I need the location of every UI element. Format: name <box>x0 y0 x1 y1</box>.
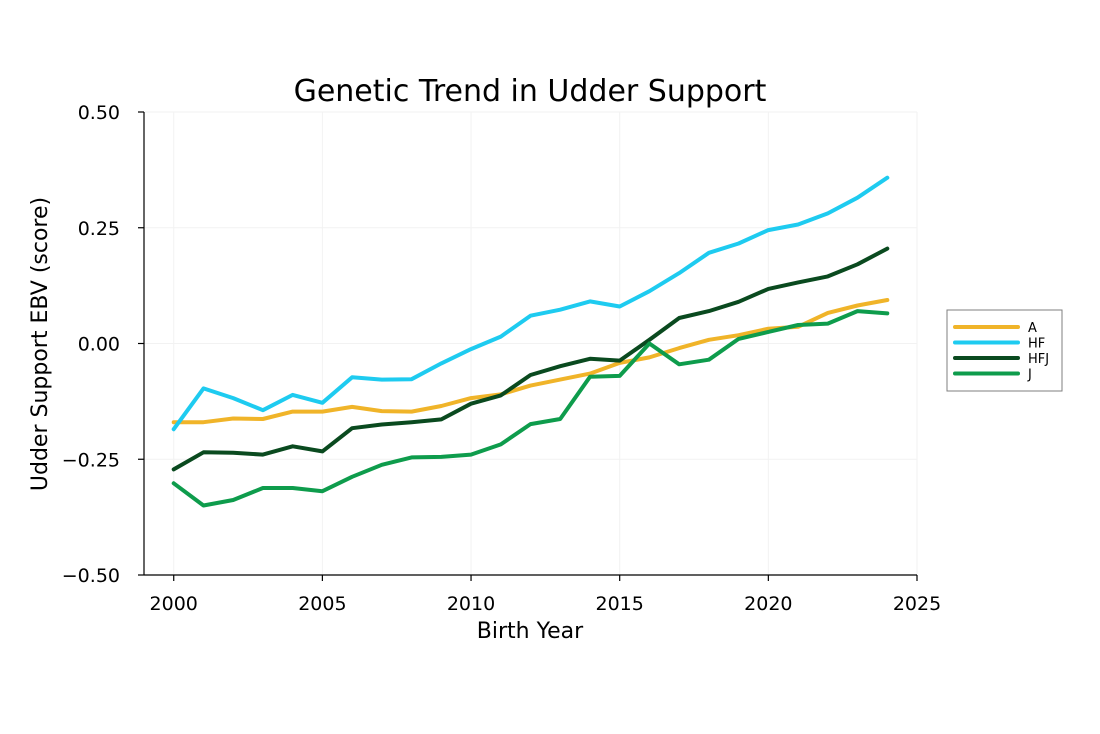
y-tick-label: 0.00 <box>78 334 120 356</box>
legend-box <box>946 309 1063 392</box>
x-axis-ticks: 2000 2005 2010 2015 2020 2025 <box>150 575 941 615</box>
y-tick-label: 0.50 <box>78 102 120 124</box>
y-tick-label: −0.50 <box>62 565 120 587</box>
x-tick-label: 2025 <box>893 593 941 615</box>
x-tick-label: 2005 <box>298 593 346 615</box>
legend-label-hfj: HFJ <box>1028 352 1049 367</box>
y-axis-ticks: −0.50 −0.25 0.00 0.25 0.50 <box>62 102 144 587</box>
grid <box>144 111 918 576</box>
y-axis-label: Udder Support EBV (score) <box>28 197 53 491</box>
series-lines <box>171 175 890 508</box>
series-line-j <box>171 309 890 508</box>
chart-title: Genetic Trend in Udder Support <box>294 74 767 109</box>
series-line-a <box>171 298 890 425</box>
x-tick-label: 2020 <box>744 593 792 615</box>
series-line-hf <box>171 175 890 432</box>
y-tick-label: −0.25 <box>62 449 120 471</box>
x-axis-label: Birth Year <box>477 619 584 644</box>
y-tick-label: 0.25 <box>78 218 120 240</box>
x-tick-label: 2010 <box>447 593 495 615</box>
legend-label-j: J <box>1027 368 1032 383</box>
legend-label-a: A <box>1028 321 1037 336</box>
legend-label-hf: HF <box>1028 337 1045 352</box>
x-tick-label: 2000 <box>150 593 198 615</box>
x-tick-label: 2015 <box>596 593 644 615</box>
series-line-hfj <box>171 246 890 472</box>
